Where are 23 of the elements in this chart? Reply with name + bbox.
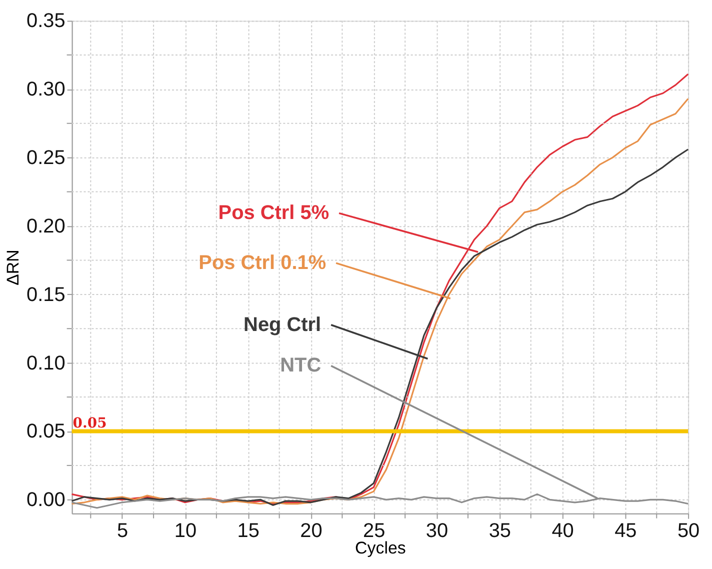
annotation: Pos Ctrl 0.1% xyxy=(198,252,326,274)
y-tick-label: 0.35 xyxy=(26,10,66,32)
x-tick-label: 35 xyxy=(488,520,512,542)
y-tick-label: 0.05 xyxy=(26,420,66,443)
annotation: Neg Ctrl xyxy=(244,314,322,336)
y-tick-label: 0.00 xyxy=(26,489,66,512)
y-axis-title: ΔRN xyxy=(4,250,23,286)
x-tick-label: 50 xyxy=(677,520,700,542)
x-tick-label: 20 xyxy=(300,520,322,542)
x-tick-label: 30 xyxy=(426,520,448,542)
y-tick-label: 0.15 xyxy=(26,284,66,306)
y-tick-label: 0.10 xyxy=(26,352,66,374)
y-tick-label: 0.25 xyxy=(26,147,66,170)
x-tick-label: 45 xyxy=(614,520,637,542)
x-tick-label: 10 xyxy=(174,520,197,542)
y-tick-label: 0.20 xyxy=(26,215,66,238)
y-tick-label: 0.30 xyxy=(26,78,66,101)
x-tick-label: 40 xyxy=(552,520,574,542)
x-tick-label: 5 xyxy=(117,520,128,542)
annotation: Pos Ctrl 5% xyxy=(218,202,330,224)
ref-line-label: 0.05 xyxy=(72,415,107,432)
x-tick-label: 15 xyxy=(237,520,260,542)
annotation: NTC xyxy=(280,354,322,377)
